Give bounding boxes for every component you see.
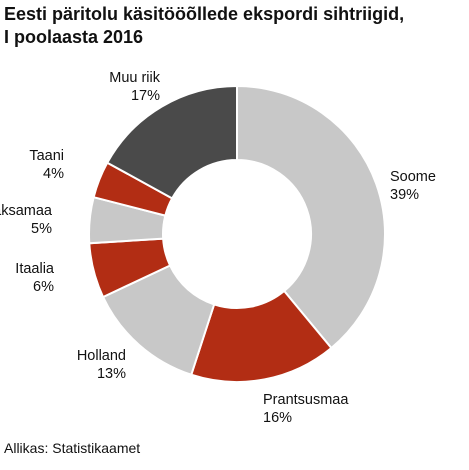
- source-note: Allikas: Statistikaamet: [4, 440, 141, 456]
- slice-label-value: 4%: [43, 166, 64, 182]
- chart-title: Eesti päritolu käsitööõllede ekspordi si…: [4, 3, 466, 49]
- slice-label-value: 13%: [97, 366, 126, 382]
- slice-label-name: Itaalia: [15, 261, 55, 277]
- slice-label-name: Soome: [390, 169, 436, 185]
- slice-label-name: Saksamaa: [0, 203, 53, 219]
- slice-label-name: Taani: [29, 148, 64, 164]
- chart-title-line-2: I poolaasta 2016: [4, 27, 144, 47]
- chart-title-line-1: Eesti päritolu käsitööõllede ekspordi si…: [4, 4, 405, 24]
- slice-label-value: 39%: [390, 187, 419, 203]
- slice-label-name: Prantsusmaa: [263, 392, 349, 408]
- slice-label-value: 17%: [131, 88, 160, 104]
- slice-label-name: Muu riik: [109, 70, 161, 86]
- slice-label-value: 6%: [33, 279, 54, 295]
- slice-muu-riik: [105, 84, 238, 200]
- slice-label-value: 16%: [263, 410, 292, 426]
- slice-label-name: Holland: [77, 348, 126, 364]
- slice-label-value: 5%: [31, 221, 52, 237]
- slice-soome: [236, 84, 386, 350]
